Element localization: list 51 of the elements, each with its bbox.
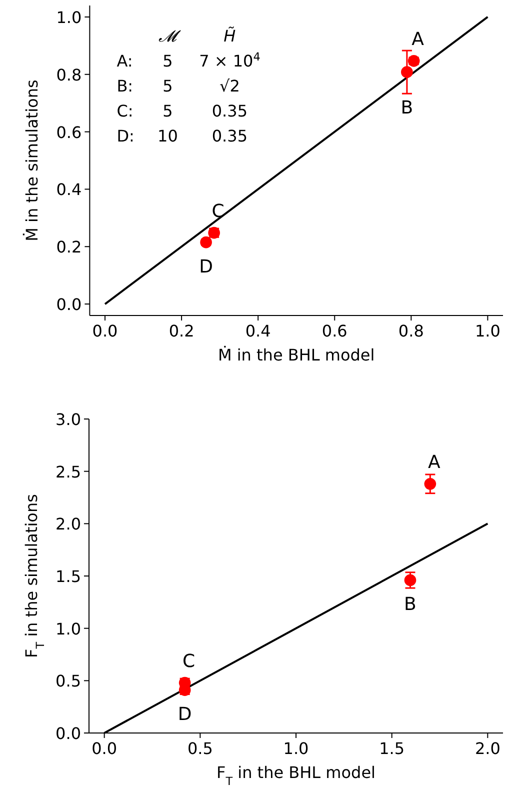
x-tick-label: 0.4 bbox=[245, 322, 271, 340]
y-tick-label: 2.0 bbox=[56, 514, 81, 534]
annotation: B bbox=[404, 594, 416, 616]
x-tick-label: 0.0 bbox=[92, 739, 118, 758]
y-tick-label: 1.5 bbox=[56, 567, 81, 586]
annotation: 5 bbox=[162, 76, 173, 96]
point bbox=[401, 66, 413, 78]
annotation: B: bbox=[116, 76, 134, 96]
annotation: A: bbox=[116, 52, 133, 70]
x-tick-label: 1.0 bbox=[474, 322, 500, 340]
x-tick-label: 1.5 bbox=[379, 739, 405, 758]
annotation: 0.35 bbox=[212, 126, 248, 146]
x-axis-title: F$_{T}$ in the BHL model bbox=[216, 763, 376, 788]
x-tick-label: 2.0 bbox=[474, 739, 500, 758]
x-tick-label: 0.0 bbox=[92, 322, 118, 340]
annotation: 5 bbox=[162, 52, 173, 70]
x-tick-label: 0.2 bbox=[168, 322, 194, 340]
annotation: D bbox=[199, 256, 213, 278]
annotation: A bbox=[412, 28, 425, 50]
annotation: √2 bbox=[220, 76, 240, 96]
x-axis-title: Ṁ in the BHL model bbox=[218, 346, 375, 364]
y-axis-title: Ṁ in the simulations bbox=[22, 80, 42, 242]
y-tick-label: 2.5 bbox=[56, 462, 81, 482]
y-tick-label: 0.6 bbox=[56, 122, 82, 142]
point bbox=[424, 478, 436, 490]
annotation: D: bbox=[116, 126, 134, 146]
annotation: A bbox=[428, 452, 442, 473]
annotation: 7 × 10$^{4}$ bbox=[199, 50, 260, 70]
y-tick-label: 1.0 bbox=[56, 8, 82, 27]
y-tick-label: 1.0 bbox=[56, 619, 81, 638]
annotation: 𝓜 bbox=[158, 26, 182, 46]
x-tick-label: 0.8 bbox=[398, 322, 424, 340]
x-tick-label: 0.6 bbox=[322, 322, 348, 340]
annotation: H̃ bbox=[224, 26, 236, 46]
annotation: B bbox=[400, 98, 414, 119]
annotation: C: bbox=[116, 102, 134, 120]
annotation: C bbox=[182, 650, 196, 672]
y-tick-label: 0.0 bbox=[56, 295, 82, 314]
x-tick-label: 0.5 bbox=[187, 739, 213, 758]
x-tick-label: 1.0 bbox=[283, 739, 309, 758]
y-tick-label: 0.8 bbox=[56, 65, 82, 84]
y-tick-label: 0.2 bbox=[56, 238, 82, 257]
annotation: 10 bbox=[158, 126, 178, 146]
annotation: 5 bbox=[162, 102, 173, 120]
annotation: D bbox=[178, 704, 192, 726]
point bbox=[404, 574, 416, 586]
annotation: 0.35 bbox=[212, 102, 248, 120]
y-tick-label: 3.0 bbox=[56, 410, 81, 429]
y-tick-label: 0.4 bbox=[56, 180, 82, 200]
y-tick-label: 0.0 bbox=[56, 724, 81, 743]
y-tick-label: 0.5 bbox=[56, 672, 81, 691]
